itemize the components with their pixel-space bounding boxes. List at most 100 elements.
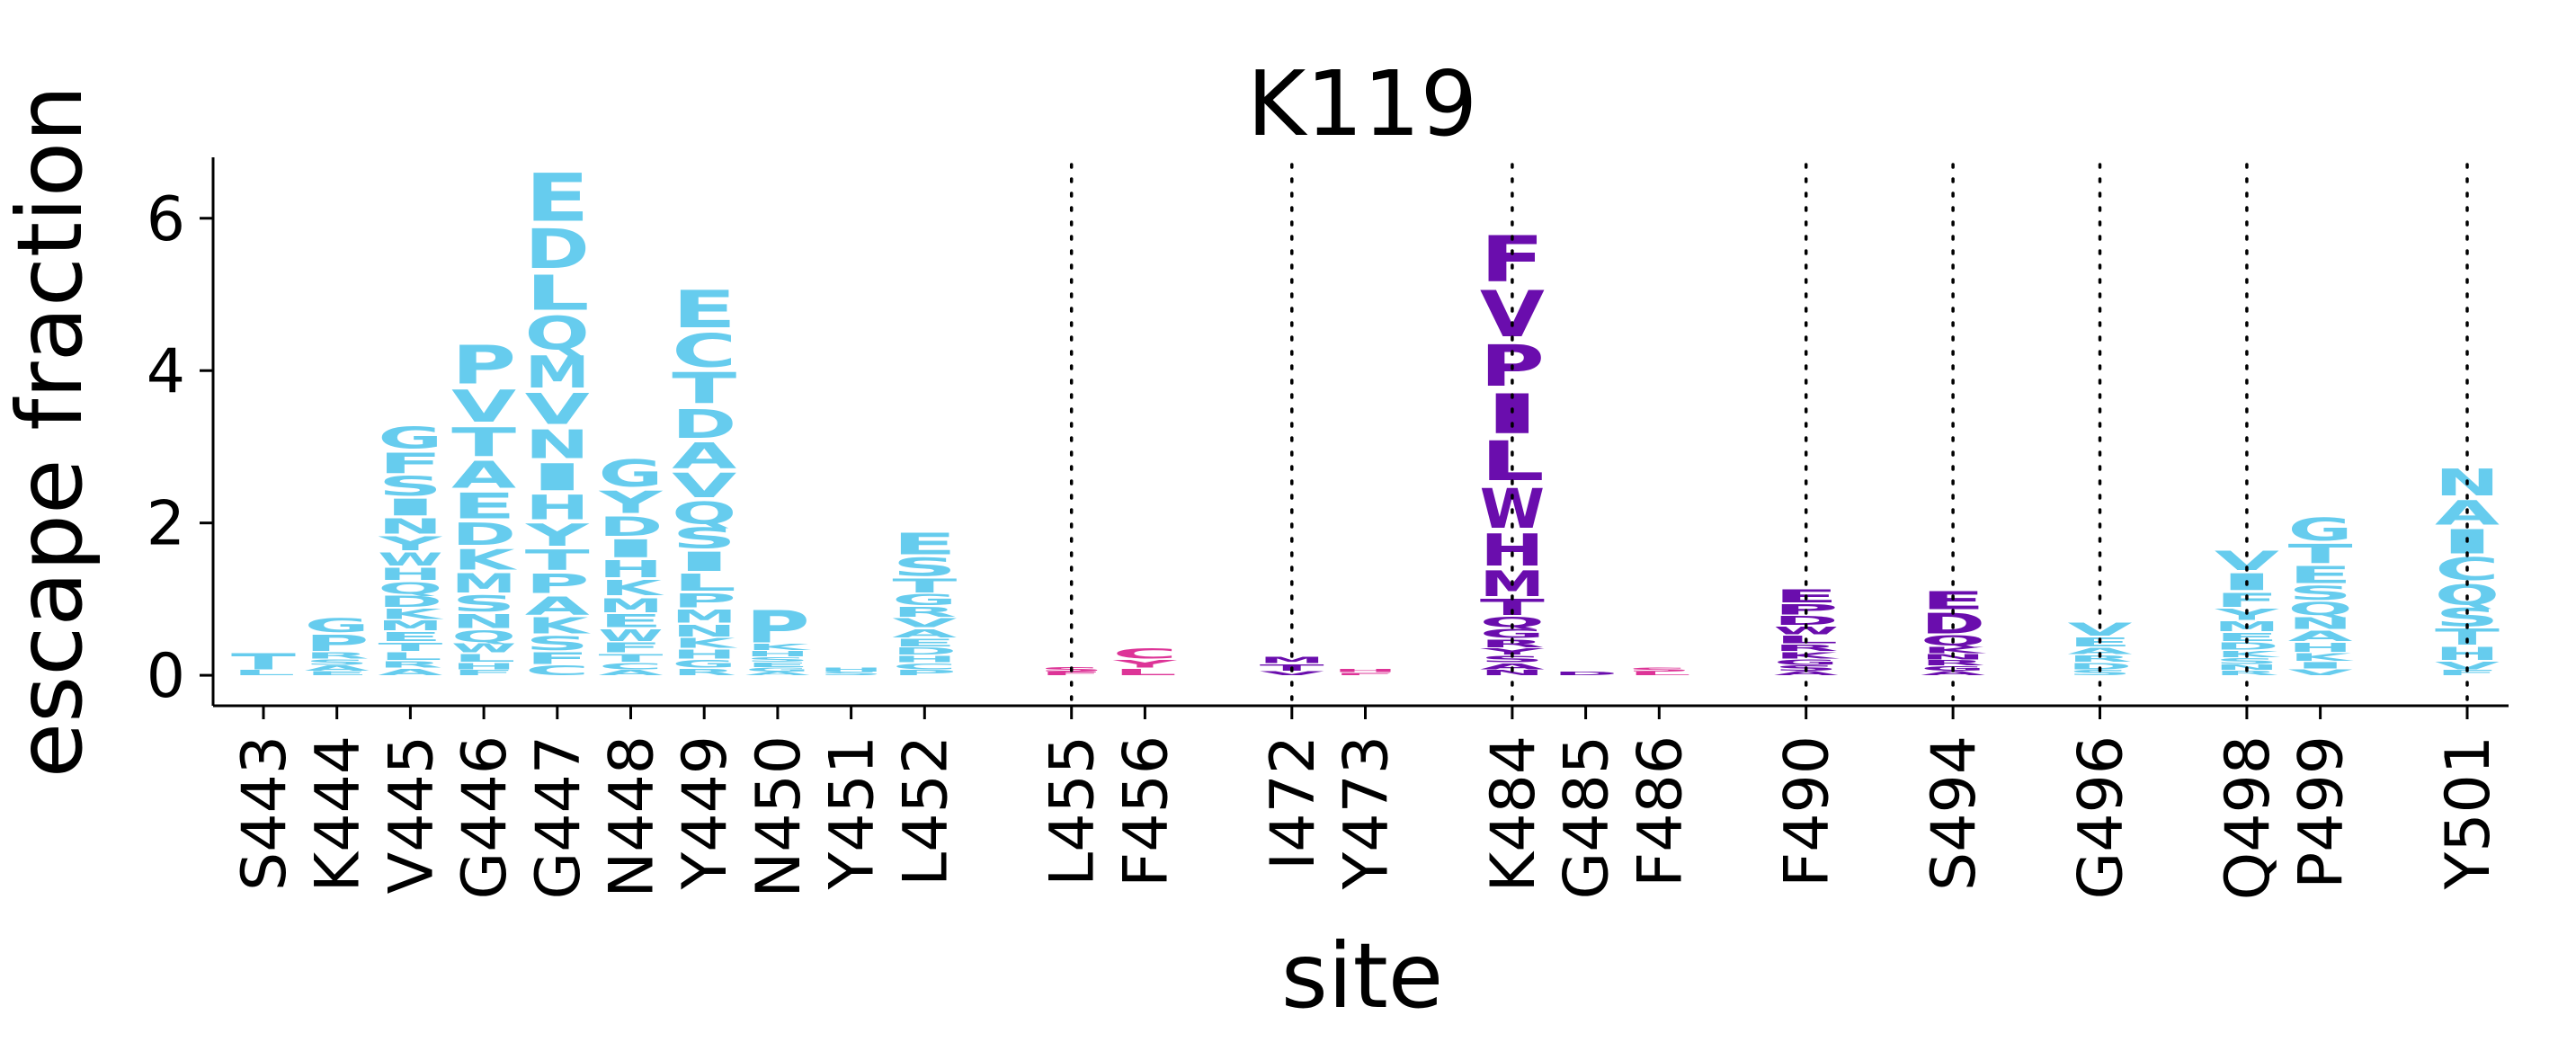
- logo-letter: Q: [1480, 614, 1545, 630]
- logo-letter: M: [1260, 655, 1324, 665]
- logo-letter: K: [600, 576, 664, 601]
- logo-letter: H: [599, 556, 664, 583]
- x-tick-label: Y501: [2433, 735, 2504, 890]
- logo-letter: S: [745, 655, 810, 663]
- logo-letter: S: [1627, 666, 1691, 672]
- logo-letter: P: [525, 569, 590, 600]
- logo-letter: A: [1774, 671, 1839, 677]
- chart-title: K119: [1247, 51, 1477, 156]
- logo-letter: D: [525, 218, 590, 281]
- logo-letter: F: [1333, 672, 1398, 676]
- logo-letter: T: [2288, 539, 2353, 570]
- logo-letter: M: [599, 594, 664, 617]
- logo-letter: E: [305, 671, 370, 677]
- logo-letter: G: [672, 658, 736, 671]
- logo-letter: Y: [378, 532, 443, 555]
- logo-letter: F: [1480, 224, 1545, 298]
- logo-letter: Q: [451, 628, 516, 646]
- logo-letter: I: [599, 534, 664, 563]
- logo-letter: H: [1333, 669, 1398, 673]
- logo-letter: N: [525, 423, 590, 468]
- x-tick-label: N448: [597, 735, 668, 898]
- logo-letter: D: [1554, 672, 1618, 677]
- logo-letter: D: [1774, 613, 1839, 628]
- y-ticks: 0 2 4 6: [147, 184, 213, 712]
- x-tick-label: V445: [376, 735, 447, 894]
- x-tick-label: G496: [2066, 735, 2137, 899]
- logo-letter: T: [599, 652, 664, 664]
- logo-letter: L: [1112, 667, 1177, 677]
- logo-letter: M: [378, 619, 442, 634]
- logo-letter: S: [1480, 655, 1545, 664]
- logo-letter: K: [453, 543, 518, 576]
- x-tick-label: S443: [229, 735, 300, 891]
- logo-letter: Q: [672, 495, 736, 531]
- logo-letters: LT EASRPGARLTEMKDQHWYNISFGFHLWQNSMKDEATVP…: [231, 160, 2500, 678]
- logo-letter: L: [672, 570, 736, 597]
- y-tick-label: 2: [147, 489, 185, 560]
- x-ticks: S443 K444 V445 G446 G447 N448 Y449 N450 Y451 L452…: [229, 706, 2504, 900]
- x-tick-label: S494: [1919, 735, 1990, 891]
- logo-letter: W: [378, 549, 442, 570]
- logo-letter: P: [672, 590, 736, 612]
- logo-letter: G: [2288, 512, 2353, 548]
- logo-letter: Q: [378, 579, 442, 597]
- logo-letter: E: [672, 280, 736, 339]
- logo-letter: T: [892, 574, 957, 597]
- logo-letter: G: [378, 421, 442, 456]
- logo-letter: L: [378, 650, 442, 663]
- logo-letter: T: [378, 640, 442, 654]
- logo-letter: N: [2288, 614, 2353, 633]
- logo-letter: D: [892, 646, 957, 657]
- logo-letter: R: [2068, 654, 2133, 663]
- logo-letter: H: [525, 488, 590, 528]
- logo-letter: K: [526, 613, 591, 639]
- logo-letter: E: [745, 661, 810, 668]
- x-tick-label: Y473: [1332, 735, 1403, 890]
- logo-letter: T: [231, 649, 296, 674]
- logo-letter: H: [378, 565, 442, 584]
- logo-letter: V: [2215, 546, 2280, 576]
- logo-letter: D: [378, 592, 442, 610]
- logo-letter: K: [673, 636, 739, 651]
- logo-letter: E: [892, 637, 957, 649]
- logo-letter: D: [2215, 640, 2279, 652]
- logo-letter: G: [1774, 658, 1839, 666]
- logo-letter: R: [378, 660, 442, 670]
- logo-letter: F: [598, 640, 663, 655]
- logo-letter: A: [1921, 671, 1985, 677]
- group-separators: [1069, 163, 2469, 708]
- logo-letter: G: [305, 614, 370, 637]
- logo-letter: A: [525, 592, 590, 620]
- logo-letter: C: [1112, 646, 1177, 662]
- logo-letter: F: [1039, 672, 1104, 677]
- logo-letter: Y: [1112, 658, 1178, 671]
- x-tick-label: G446: [450, 735, 521, 899]
- logo-letter: P: [892, 669, 957, 677]
- logo-letter: V: [451, 381, 517, 432]
- logo-letter: C: [672, 325, 736, 378]
- logo-letter: D: [672, 401, 736, 447]
- logo-letter: R: [305, 650, 370, 660]
- logo-letter: E: [451, 485, 516, 527]
- logo-letter: S: [819, 672, 884, 677]
- logo-letter: Q: [525, 307, 590, 361]
- logo-letter: H: [2288, 640, 2353, 655]
- logo-letter: A: [892, 627, 958, 640]
- x-tick-label: G485: [1552, 735, 1623, 899]
- logo-letter: S: [451, 591, 516, 617]
- x-tick-label: Y451: [817, 735, 888, 890]
- logo-letter: A: [451, 453, 516, 496]
- logo-letter: V: [2435, 659, 2500, 672]
- logo-letter: P: [745, 602, 810, 654]
- logo-letter: L: [1627, 672, 1691, 677]
- logo-letter: Y: [525, 517, 590, 553]
- logo-letter: S: [2068, 669, 2133, 677]
- logo-letter: A: [745, 672, 810, 677]
- logo-letter: S: [892, 553, 957, 582]
- logo-letter: N: [451, 610, 516, 633]
- x-tick-label: N450: [744, 735, 815, 898]
- logo-letter: G: [1480, 627, 1545, 641]
- logo-letter: H: [819, 666, 884, 672]
